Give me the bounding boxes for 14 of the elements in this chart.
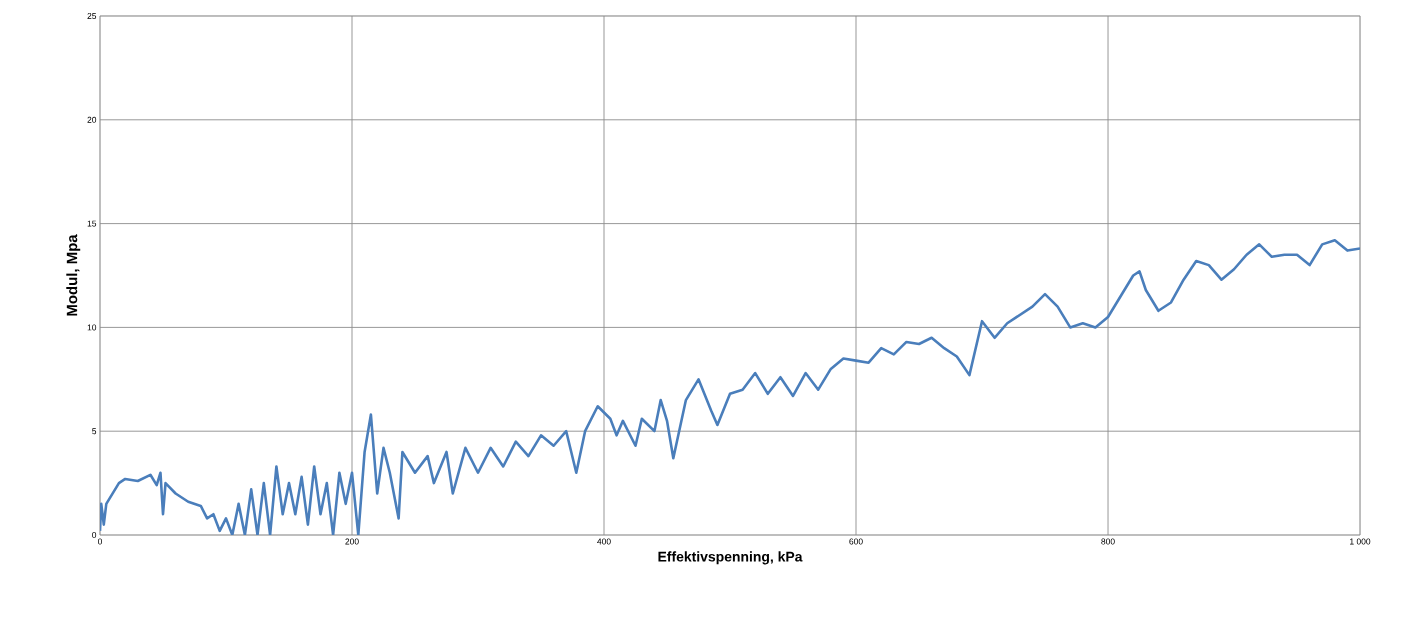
x-tick-label: 800 xyxy=(1101,538,1115,545)
y-tick-label: 25 xyxy=(87,13,97,19)
y-tick-label: 10 xyxy=(87,324,97,331)
y-axis-title: Modul, Mpa xyxy=(66,234,81,316)
y-tick-label: 15 xyxy=(87,220,97,227)
x-tick-label: 0 xyxy=(97,538,103,545)
x-tick-label: 1 000 xyxy=(1350,538,1371,545)
y-tick-label: 20 xyxy=(87,116,97,123)
y-tick-label: 5 xyxy=(92,428,97,435)
x-tick-label: 200 xyxy=(345,538,359,545)
x-axis-title: Effektivspenning, kPa xyxy=(658,551,803,565)
x-tick-label: 600 xyxy=(849,538,863,545)
x-tick-label: 400 xyxy=(597,538,611,545)
y-tick-label: 0 xyxy=(92,532,97,538)
